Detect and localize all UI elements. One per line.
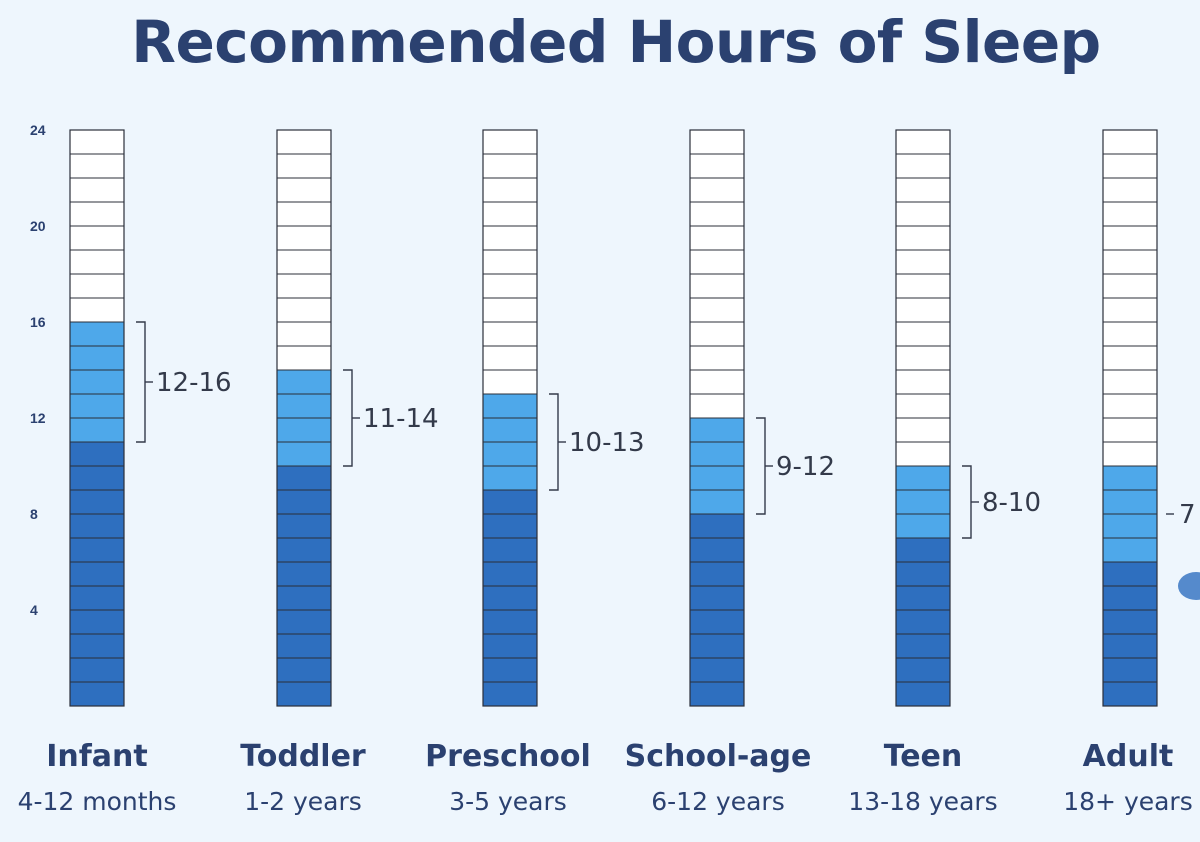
y-tick-label: 20 [30,218,46,234]
column-outline [69,129,125,707]
category-name: Toddler [240,739,366,774]
y-tick-label: 4 [30,602,38,618]
category-name: Infant [46,739,148,774]
y-axis: 4 8 12 16 20 24 [30,122,46,618]
category-name: Teen [884,739,963,774]
range-label: 9-12 [776,452,835,482]
bar-range [70,322,124,442]
column-outline [1102,129,1158,707]
sleep-column: 11-14 [276,129,439,707]
chart-title: Recommended Hours of Sleep [131,8,1101,76]
y-tick-label: 12 [30,410,46,426]
category-name: Preschool [425,739,591,774]
y-tick-label: 16 [30,314,46,330]
sleep-column: 9-12 [689,129,835,707]
category-age-range: 6-12 years [651,787,784,816]
range-label: 8-10 [982,488,1041,518]
decor [1178,572,1200,600]
category-name: Adult [1083,739,1174,774]
sleep-column: 8-10 [895,129,1041,707]
sleep-column: 12-16 [69,129,232,707]
range-label: 10-13 [569,428,645,458]
category-name: School-age [625,739,812,774]
range-label: 7 [1179,500,1196,530]
range-bracket [136,321,146,443]
bar-range [896,466,950,538]
bar-base [70,442,124,706]
range-label: 12-16 [156,368,232,398]
category-age-range: 4-12 months [18,787,177,816]
chart-columns: 12-16 11-14 10-13 9-12 8-10 7 [69,129,1196,707]
y-tick-label: 24 [30,122,46,138]
sleep-column: 10-13 [482,129,645,707]
bar-base [483,490,537,706]
column-outline [689,129,745,707]
range-bracket [343,369,353,467]
range-bracket [756,417,766,515]
bar-base [896,538,950,706]
range-bracket [549,393,559,491]
column-outline [482,129,538,707]
range-bracket [962,465,972,539]
category-age-range: 1-2 years [244,787,362,816]
category-age-range: 18+ years [1063,787,1193,816]
category-age-range: 13-18 years [848,787,997,816]
y-tick-label: 8 [30,506,38,522]
column-outline [276,129,332,707]
decorative-blob [1178,572,1200,600]
sleep-column: 7 [1102,129,1196,707]
category-age-range: 3-5 years [449,787,567,816]
range-label: 11-14 [363,404,439,434]
column-outline [895,129,951,707]
category-labels: Infant 4-12 months Toddler 1-2 years Prescho… [18,739,1193,816]
